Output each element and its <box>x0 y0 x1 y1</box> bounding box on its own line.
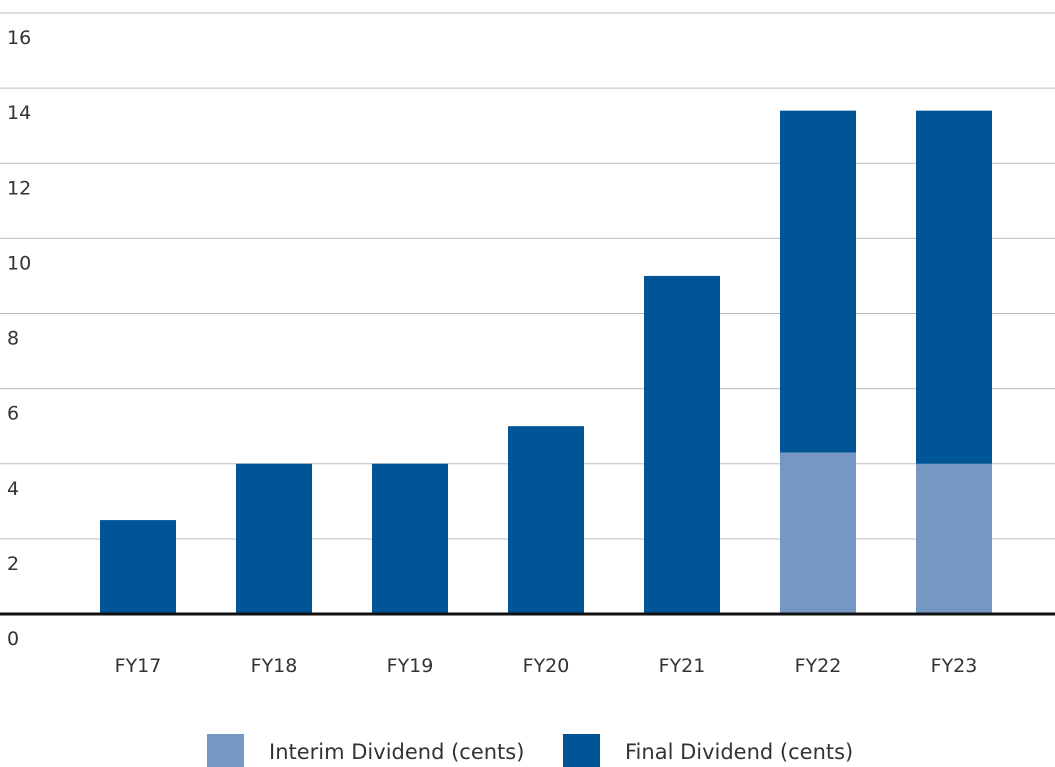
x-tick-label-fy19: FY19 <box>387 655 434 677</box>
y-tick-label: 8 <box>7 328 19 350</box>
bar-fy22-final <box>780 110 856 453</box>
bar-fy20-final <box>508 426 584 614</box>
x-tick-label-fy20: FY20 <box>523 655 570 677</box>
bar-fy18-final <box>236 463 312 614</box>
x-tick-label-fy17: FY17 <box>115 655 162 677</box>
legend-label-interim: Interim Dividend (cents) <box>269 740 525 764</box>
legend-label-final: Final Dividend (cents) <box>625 740 854 764</box>
x-tick-label-fy18: FY18 <box>251 655 298 677</box>
bar-fy23-interim <box>916 463 992 614</box>
bar-fy23-final <box>916 110 992 464</box>
y-tick-label: 2 <box>7 553 19 575</box>
y-tick-label: 16 <box>7 27 31 49</box>
y-tick-label: 0 <box>7 628 19 650</box>
legend: Interim Dividend (cents) Final Dividend … <box>0 734 1055 767</box>
legend-item-final: Final Dividend (cents) <box>563 734 853 767</box>
x-tick-label-fy22: FY22 <box>795 655 842 677</box>
bar-fy21-final <box>644 275 720 614</box>
y-tick-label: 4 <box>7 478 19 500</box>
bar-fy22-interim <box>780 452 856 614</box>
legend-item-interim: Interim Dividend (cents) <box>207 734 524 767</box>
bar-fy19-final <box>372 463 448 614</box>
y-tick-label: 6 <box>7 403 19 425</box>
legend-swatch-final <box>563 734 600 767</box>
y-axis-ticks: 0 2 4 6 8 10 12 14 16 <box>7 27 31 650</box>
y-tick-label: 10 <box>7 252 31 274</box>
y-tick-label: 14 <box>7 102 31 124</box>
grid-lines <box>0 12 1055 540</box>
bar-fy17-final <box>100 520 176 614</box>
y-tick-label: 12 <box>7 177 31 199</box>
x-tick-label-fy21: FY21 <box>659 655 706 677</box>
x-tick-label-fy23: FY23 <box>931 655 978 677</box>
bars <box>100 110 992 614</box>
x-axis-ticks: FY17 FY18 FY19 FY20 FY21 FY22 FY23 <box>115 655 978 677</box>
legend-swatch-interim <box>207 734 244 767</box>
